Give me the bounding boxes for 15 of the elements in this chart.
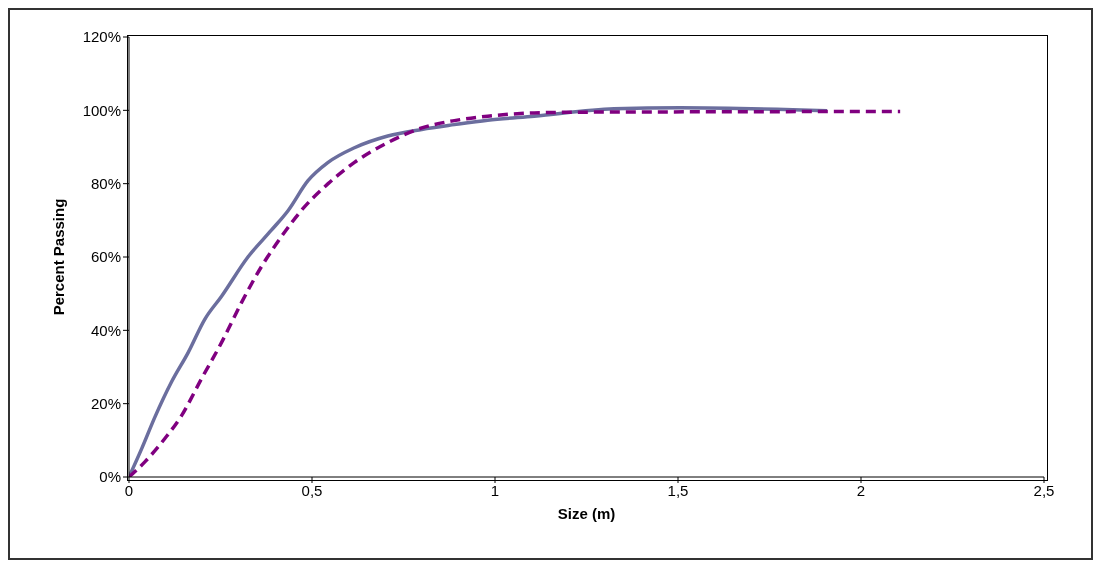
x-tick-label: 2,5: [1033, 481, 1055, 499]
y-tick-label: 60%: [90, 248, 121, 266]
y-tick-label: 100%: [82, 101, 121, 119]
y-tick-label: 40%: [90, 321, 121, 339]
y-tick-label: 0%: [99, 468, 121, 486]
x-axis-title: Size (m): [557, 505, 616, 522]
x-tick-label: 1,5: [667, 481, 689, 499]
y-axis-title: Percent Passing: [50, 198, 68, 316]
x-tick-label: 2: [856, 481, 866, 499]
x-tick-label: 1: [490, 481, 500, 499]
x-tick-label: 0,5: [301, 481, 323, 499]
x-tick-label: 0: [124, 481, 134, 499]
y-tick-label: 80%: [90, 174, 121, 192]
y-tick-label: 20%: [90, 394, 121, 412]
y-tick-label: 120%: [82, 28, 121, 46]
